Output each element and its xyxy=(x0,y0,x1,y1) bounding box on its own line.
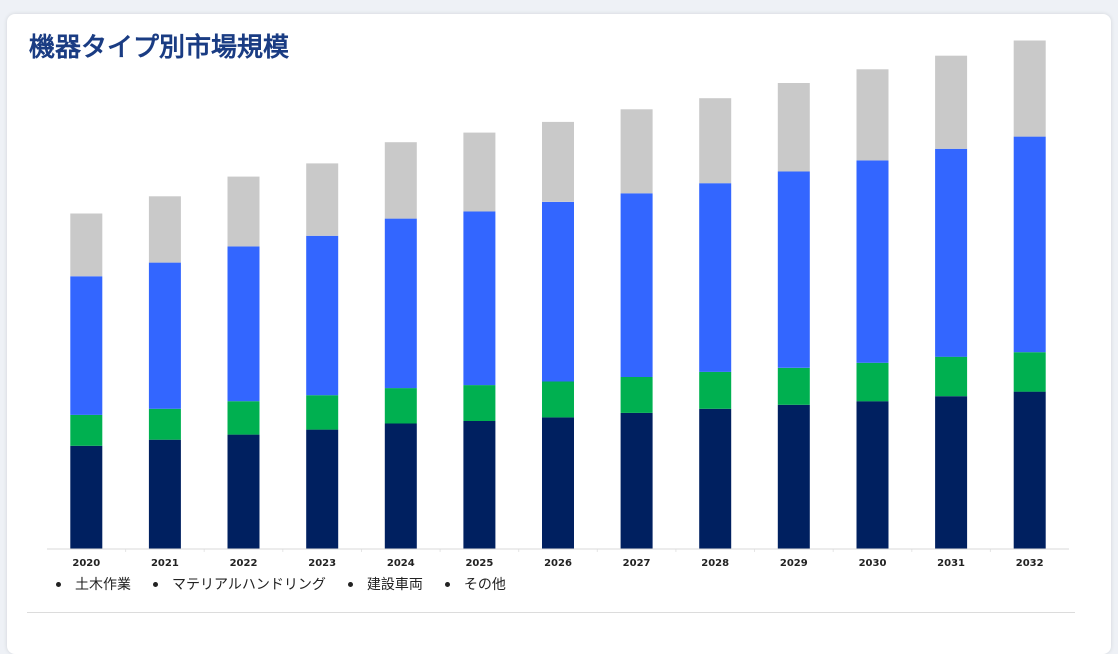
x-tick-label: 2030 xyxy=(859,558,887,569)
legend-label: その他 xyxy=(463,577,506,593)
divider xyxy=(27,612,1075,613)
bar-segment xyxy=(227,434,260,549)
bar-segment xyxy=(856,69,889,161)
chart-legend: 土木作業 マテリアルハンドリング 建設車両 その他 xyxy=(56,574,528,594)
legend-bullet-icon xyxy=(56,581,61,587)
bar-segment xyxy=(542,121,574,202)
stacked-bar-chart: 2020 2021 2022 2023 2024 2025 2026 2027 2028 2029… xyxy=(47,40,1069,569)
x-tick-label: 2025 xyxy=(465,558,493,569)
bar-segment xyxy=(699,371,732,409)
legend-item: 建設車両 xyxy=(347,574,423,594)
bar-segment xyxy=(542,201,574,382)
legend-label: 建設車両 xyxy=(366,577,423,593)
legend-item: その他 xyxy=(444,574,506,594)
bar-segment xyxy=(463,132,496,212)
bar-segment xyxy=(70,276,103,415)
bar-segment xyxy=(777,83,810,172)
bar-segment xyxy=(306,395,339,430)
bar-segment xyxy=(463,385,496,421)
bar-segment xyxy=(306,163,339,236)
bar-segment xyxy=(935,55,968,149)
bar-segment xyxy=(384,388,417,424)
bar-segment xyxy=(70,414,103,446)
bar-segment xyxy=(306,235,339,396)
bar-segment xyxy=(384,142,417,219)
x-tick-label: 2020 xyxy=(72,558,100,569)
x-tick-label: 2029 xyxy=(780,558,808,569)
bar-segment xyxy=(777,171,810,368)
bar-segment xyxy=(620,109,653,194)
bar-segment xyxy=(384,423,417,549)
bar-segment xyxy=(70,445,103,549)
bar-segment xyxy=(542,381,574,418)
bar-segment xyxy=(856,160,889,363)
bar-segment xyxy=(1013,391,1046,549)
bar-segment xyxy=(935,396,968,549)
bar-segment xyxy=(148,439,181,549)
x-tick-label: 2028 xyxy=(701,558,729,569)
bar-segment xyxy=(777,367,810,405)
bar-segment xyxy=(227,246,260,402)
bar-segment xyxy=(1013,352,1046,392)
legend-bullet-icon xyxy=(347,581,353,587)
bar-segment xyxy=(148,262,181,409)
x-tick-label: 2021 xyxy=(151,558,179,569)
bar-segment xyxy=(1013,136,1046,353)
bar-segment xyxy=(148,196,181,263)
legend-item: マテリアルハンドリング xyxy=(153,574,326,594)
x-tick-label: 2026 xyxy=(544,558,572,569)
bar-segment xyxy=(620,193,653,377)
bar-segment xyxy=(699,183,732,372)
bar-segment xyxy=(699,408,732,549)
bar-segment xyxy=(148,408,181,440)
legend-bullet-icon xyxy=(153,581,158,587)
bar-segment xyxy=(227,401,260,435)
bar-segment xyxy=(620,412,653,549)
legend-item: 土木作業 xyxy=(56,574,131,594)
legend-label: マテリアルハンドリング xyxy=(172,577,326,593)
x-tick-label: 2022 xyxy=(230,558,258,569)
bar-segment xyxy=(306,429,339,549)
x-tick-label: 2032 xyxy=(1016,558,1044,569)
bar-segment xyxy=(227,176,260,247)
bar-segment xyxy=(777,404,810,549)
x-tick-label: 2027 xyxy=(623,558,651,569)
bar-segment xyxy=(699,98,732,184)
x-tick-label: 2024 xyxy=(387,558,415,569)
bar-segment xyxy=(856,362,889,402)
bar-segment xyxy=(935,148,968,357)
chart-title: 機器タイプ別市場規模 xyxy=(29,33,290,63)
bar-segment xyxy=(463,211,496,386)
bar-segment xyxy=(935,356,968,397)
bar-segment xyxy=(384,218,417,389)
bar-segment xyxy=(1013,40,1046,137)
bar-segment xyxy=(620,377,653,413)
bar-segment xyxy=(542,417,574,549)
legend-bullet-icon xyxy=(444,581,450,587)
x-tick-label: 2031 xyxy=(937,558,965,569)
x-tick-label: 2023 xyxy=(308,558,336,569)
legend-label: 土木作業 xyxy=(75,577,131,593)
bar-segment xyxy=(856,401,889,549)
bar-segment xyxy=(463,421,496,549)
bar-segment xyxy=(70,213,103,277)
